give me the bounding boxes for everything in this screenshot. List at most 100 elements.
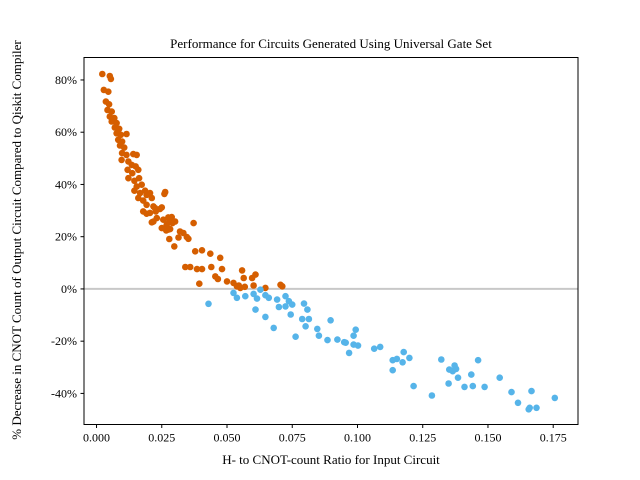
data-point-orange <box>129 169 136 177</box>
data-point-blue <box>250 290 257 298</box>
data-point-blue <box>287 311 295 318</box>
data-point-blue <box>273 296 281 303</box>
y-tick-label: 80% <box>55 73 77 87</box>
data-point-blue <box>230 289 237 297</box>
data-point-blue <box>275 303 283 311</box>
data-point-orange <box>120 144 128 151</box>
data-point-blue <box>445 380 452 387</box>
data-point-blue <box>233 294 241 302</box>
data-point-orange <box>175 234 182 241</box>
data-point-orange <box>118 156 125 164</box>
data-point-orange <box>166 235 173 243</box>
data-point-orange <box>216 254 224 262</box>
data-point-blue <box>305 315 313 323</box>
data-point-orange <box>148 194 156 202</box>
data-point-orange <box>218 265 226 273</box>
data-point-orange <box>223 278 231 285</box>
chart-title: Performance for Circuits Generated Using… <box>170 36 492 51</box>
data-point-blue <box>345 349 353 357</box>
data-point-blue <box>551 394 559 402</box>
data-point-orange <box>143 201 150 209</box>
x-tick-label: 0.100 <box>344 431 371 445</box>
data-point-blue <box>205 300 212 308</box>
data-point-blue <box>508 388 515 396</box>
y-tick-label: 0% <box>61 282 77 296</box>
data-point-orange <box>186 263 194 271</box>
data-point-orange <box>160 216 167 223</box>
data-point-orange <box>196 280 203 288</box>
data-point-orange <box>131 187 138 194</box>
data-point-orange <box>166 225 174 233</box>
x-tick-label: 0.125 <box>409 431 436 445</box>
data-point-blue <box>514 399 522 407</box>
x-tick-label: 0.000 <box>83 431 110 445</box>
data-point-blue <box>257 286 264 294</box>
data-point-blue <box>350 332 357 340</box>
data-point-blue <box>265 294 273 302</box>
data-point-blue <box>496 374 504 382</box>
data-point-orange <box>191 248 199 255</box>
data-point-blue <box>370 345 378 353</box>
y-tick-label: 60% <box>55 125 77 139</box>
data-point-blue <box>469 382 477 390</box>
data-point-orange <box>171 243 178 250</box>
data-point-orange <box>135 174 143 182</box>
data-point-orange <box>207 250 214 257</box>
data-point-blue <box>376 343 384 351</box>
data-point-blue <box>468 371 475 378</box>
data-point-orange <box>117 131 125 139</box>
data-point-orange <box>156 205 164 213</box>
data-point-orange <box>151 204 159 212</box>
y-tick-label: 20% <box>55 230 77 244</box>
data-point-blue <box>428 392 436 399</box>
data-point-orange <box>252 271 259 278</box>
data-point-orange <box>238 267 246 274</box>
data-point-blue <box>298 315 306 323</box>
data-point-blue <box>253 295 261 302</box>
data-point-blue <box>262 313 269 321</box>
data-point-orange <box>133 151 140 159</box>
data-point-blue <box>389 366 397 374</box>
data-point-blue <box>334 336 341 343</box>
data-point-blue <box>252 306 259 313</box>
data-point-orange <box>214 275 222 283</box>
data-point-blue <box>242 292 249 300</box>
data-point-blue <box>314 325 321 333</box>
data-point-blue <box>461 383 468 391</box>
x-axis-label: H- to CNOT-count Ratio for Input Circuit <box>222 452 440 467</box>
data-point-blue <box>525 406 532 413</box>
data-point-orange <box>262 284 269 292</box>
data-point-orange <box>143 191 150 199</box>
data-point-blue <box>406 354 413 362</box>
data-point-orange <box>240 274 247 282</box>
data-point-orange <box>135 166 142 174</box>
data-point-blue <box>481 383 488 391</box>
data-point-orange <box>125 174 132 182</box>
data-point-blue <box>410 382 417 390</box>
data-point-blue <box>533 404 540 412</box>
data-point-blue <box>270 324 278 332</box>
data-point-orange <box>208 263 215 271</box>
data-point-blue <box>352 326 360 334</box>
x-tick-label: 0.050 <box>214 431 241 445</box>
data-point-orange <box>198 265 206 273</box>
data-point-blue <box>342 339 350 347</box>
data-point-orange <box>99 70 106 78</box>
data-point-orange <box>185 235 192 243</box>
y-axis-label: % Decrease in CNOT Count of Output Circu… <box>9 40 24 440</box>
data-point-orange <box>135 194 142 202</box>
data-point-blue <box>302 323 309 330</box>
y-tick-label: -40% <box>51 386 77 400</box>
data-point-orange <box>105 101 113 108</box>
data-point-blue <box>282 303 289 310</box>
data-point-blue <box>304 306 311 313</box>
data-point-orange <box>148 219 156 226</box>
data-point-orange <box>105 88 112 95</box>
y-tick-label: -20% <box>51 334 77 348</box>
data-point-blue <box>393 355 401 363</box>
data-point-blue <box>452 365 460 373</box>
data-point-blue <box>474 356 482 364</box>
data-point-orange <box>123 151 130 159</box>
data-point-orange <box>143 210 150 217</box>
